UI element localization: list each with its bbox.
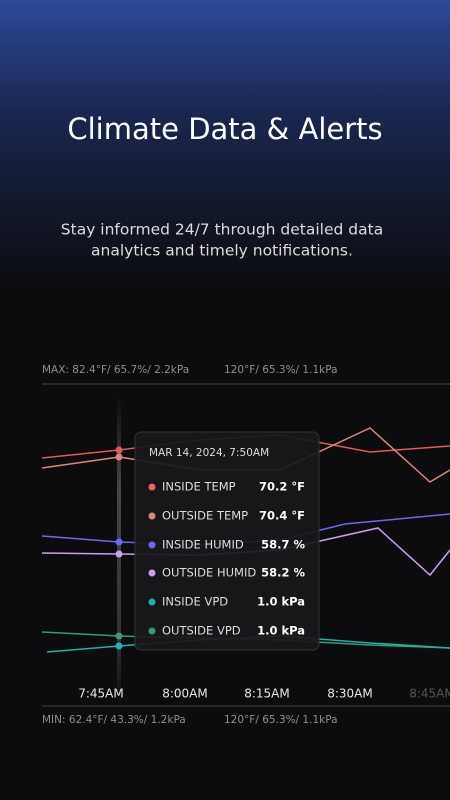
title: Climate Data & Alerts [67, 112, 382, 146]
row-value: 58.7 % [261, 538, 305, 552]
legend-dot [148, 627, 156, 635]
row-label: OUTSIDE VPD [162, 624, 241, 638]
min-label: MIN: 62.4°F/ 43.3%/ 1.2kPa [42, 714, 186, 726]
x-label: 8:30AM [327, 687, 373, 701]
cursor-dot [115, 642, 123, 650]
x-label: 8:45AM [409, 687, 450, 701]
max-label: 120°F/ 65.3%/ 1.1kPa [224, 364, 338, 376]
subtitle: Stay informed 24/7 through detailed data [61, 221, 383, 239]
row-label: INSIDE HUMID [162, 538, 244, 552]
max-label: MAX: 82.4°F/ 65.7%/ 2.2kPa [42, 364, 189, 376]
row-value: 70.4 °F [259, 509, 305, 523]
cursor-dot [115, 550, 123, 558]
tooltip [134, 431, 320, 651]
cursor-dot [115, 632, 123, 640]
tooltip-date: MAR 14, 2024, 7:50AM [149, 447, 269, 459]
x-label: 8:00AM [162, 687, 208, 701]
row-label: INSIDE VPD [162, 595, 228, 609]
x-label: 8:15AM [244, 687, 290, 701]
legend-dot [148, 541, 156, 549]
row-value: 1.0 kPa [257, 595, 305, 609]
legend-dot [148, 512, 156, 520]
legend-dot [148, 598, 156, 606]
legend-dot [148, 569, 156, 577]
subtitle: analytics and timely notifications. [91, 242, 353, 260]
row-value: 1.0 kPa [257, 624, 305, 638]
row-label: OUTSIDE HUMID [162, 566, 256, 580]
row-label: OUTSIDE TEMP [162, 509, 248, 523]
x-label: 7:45AM [78, 687, 124, 701]
cursor-dot [115, 453, 123, 461]
row-label: INSIDE TEMP [162, 480, 236, 494]
row-value: 58.2 % [261, 566, 305, 580]
row-value: 70.2 °F [259, 480, 305, 494]
cursor-dot [115, 538, 123, 546]
cursor-dot [115, 446, 123, 454]
min-label: 120°F/ 65.3%/ 1.1kPa [224, 714, 338, 726]
legend-dot [148, 483, 156, 491]
